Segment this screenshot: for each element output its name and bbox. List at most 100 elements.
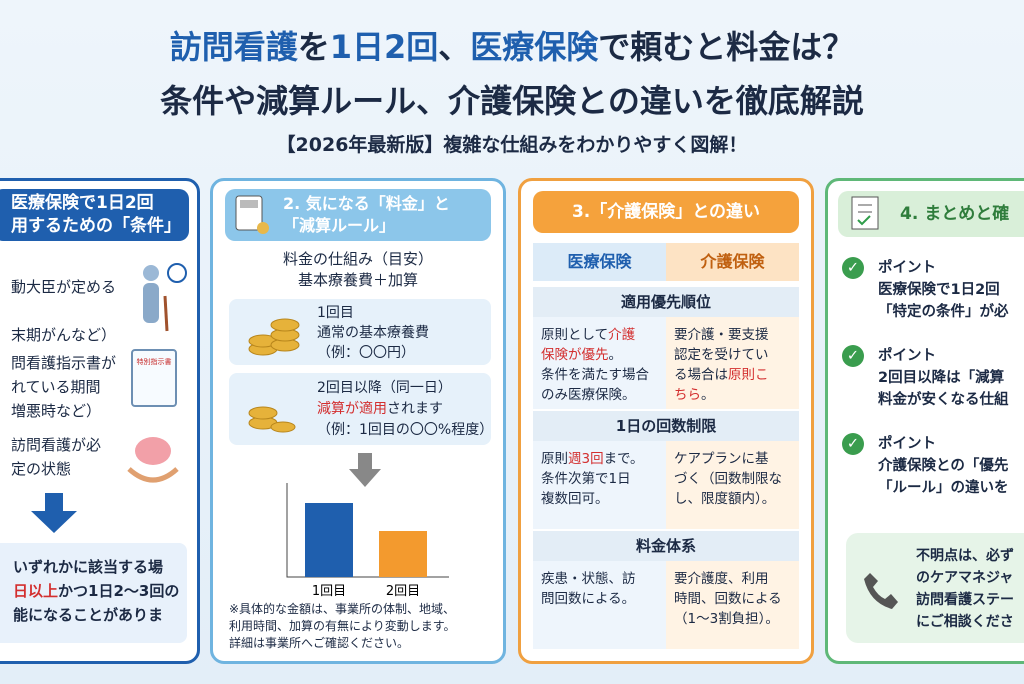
text-line: 能になることがありま <box>13 606 164 624</box>
cell: 原則週3回まで。 条件次第で1日 複数回可。 <box>533 441 666 529</box>
section-title: 料金体系 <box>533 531 799 561</box>
text-line: 医療保険で1日2回 <box>11 193 154 213</box>
text-line: 詳細は事業所へご確認ください。 <box>229 636 410 650</box>
text-line: れている期間 <box>11 378 101 396</box>
text-segment: 原則 <box>541 451 568 467</box>
checklist-icon <box>851 196 879 230</box>
text-line: 複数回可。 <box>541 491 609 507</box>
text-line: 問看護指示書が <box>11 354 117 372</box>
text-line: ケアプランに基 <box>674 451 769 467</box>
panel-heading: 3.「介護保険」との違い <box>533 191 799 233</box>
text-line: 「ルール」の違いを <box>878 480 1009 496</box>
text-line: 「減算ルール」 <box>283 216 396 235</box>
text-line: 認定を受けてい <box>674 347 769 363</box>
comparison-table: 適用優先順位 原則として介護 保険が優先。 条件を満たす場合 のみ医療保険。 要介護・要支… <box>533 285 799 649</box>
text-line: いずれかに該当する場 <box>13 558 164 576</box>
text-segment: かつ1日2〜3回の <box>58 582 180 600</box>
conclusion-box: いずれかに該当する場 日以上かつ1日2〜3回の 能になることがありま <box>0 543 187 643</box>
text-line: づく（回数制限な <box>674 471 782 487</box>
text-line: 問回数による。 <box>541 591 636 607</box>
text-line: （1〜3割負担）。 <box>674 611 779 627</box>
elder-icon <box>143 263 187 332</box>
text-line: にご相談くださ <box>916 614 1014 630</box>
text-segment: 減算が適用 <box>317 401 387 417</box>
text-segment: 、 <box>438 28 471 66</box>
text-segment: 原則こ <box>728 367 769 383</box>
panel-heading: 2. 気になる「料金」と 「減算ルール」 <box>225 189 491 241</box>
text-segment: 保険が優先 <box>541 347 609 363</box>
contact-box: 不明点は、必ず のケアマネジャ 訪問看護ステー にご相談くださ <box>846 533 1024 643</box>
section-row: 原則として介護 保険が優先。 条件を満たす場合 のみ医療保険。 要介護・要支援 認定を受け… <box>533 317 799 409</box>
fee-chart: 1回目 2回目 <box>286 483 449 599</box>
text-line: のケアマネジャ <box>916 570 1014 586</box>
subtitle: 【2026年最新版】複雑な仕組みをわかりやすく図解！ <box>276 134 748 156</box>
section-row: 原則週3回まで。 条件次第で1日 複数回可。 ケアプランに基 づく（回数制限な し、限度額… <box>533 441 799 529</box>
text-line: 時間、回数による <box>674 591 782 607</box>
point-label: ポイント <box>878 348 936 364</box>
bar <box>305 503 353 577</box>
text-line: 2. 気になる「料金」と <box>283 194 450 213</box>
cell: 要介護・要支援 認定を受けてい る場合は原則こちら。 <box>666 317 799 409</box>
section-title: 1日の回数制限 <box>533 411 799 441</box>
text-line: 不明点は、必ず <box>916 548 1014 564</box>
text-line: 定の状態 <box>11 460 72 478</box>
point-list: ✓ ポイント 医療保険で1日2回 「特定の条件」が必 ✓ ポイント 2回目以降は「減算 料金が… <box>842 257 1024 521</box>
text-segment: 原則として <box>541 327 609 343</box>
text-line: 末期がんなど） <box>11 326 117 344</box>
fee-intro: 料金の仕組み（目安） 基本療養費＋加算 <box>213 249 503 291</box>
text-line: 要介護・要支援 <box>674 327 769 343</box>
text-segment: 。 <box>701 387 715 403</box>
cell: ケアプランに基 づく（回数制限な し、限度額内）。 <box>666 441 799 529</box>
text-line: 医療保険で1日2回 <box>878 282 1000 298</box>
text-segment: 日以上 <box>13 582 59 600</box>
text-line: 料金が安くなる仕組 <box>878 392 1009 408</box>
text-line: 2回目以降（同一日） <box>317 380 452 396</box>
text-line: ※具体的な金額は、事業所の体制、地域、 <box>229 602 456 616</box>
phone-icon <box>864 573 898 609</box>
text-line: 「特定の条件」が必 <box>878 304 1009 320</box>
panel-conditions: 医療保険で1日2回 用するための「条件」 動大臣が定める 末期がんなど） 問看護指示… <box>0 178 200 664</box>
text-line: （例：1回目の〇〇%程度） <box>317 422 494 438</box>
text-line: し、限度額内）。 <box>674 491 776 507</box>
text-line: 保険が優先。 <box>541 345 666 365</box>
text-segment: 1日2回 <box>329 28 439 66</box>
panel-comparison: 3.「介護保険」との違い 医療保険 介護保険 適用優先順位 原則として介護 保険が優… <box>518 178 814 664</box>
bar-label: 2回目 <box>386 584 420 599</box>
text-line: 基本療養費＋加算 <box>297 271 418 289</box>
check-icon: ✓ <box>842 433 864 455</box>
down-arrow <box>349 453 381 487</box>
bar <box>379 531 427 577</box>
text-segment: で頼むと料金は？ <box>598 28 855 66</box>
text-line: ちら。 <box>674 385 799 405</box>
text-line: のみ医療保険。 <box>541 387 636 403</box>
title-line1: 訪問看護を1日2回、医療保険で頼むと料金は？ <box>0 22 1024 68</box>
text-segment: ちら <box>674 387 701 403</box>
text-segment: まで。 <box>603 451 644 467</box>
cell: 要介護度、利用 時間、回数による （1〜3割負担）。 <box>666 561 799 649</box>
text-segment: る場合は <box>674 367 728 383</box>
text-line: 1回目 <box>317 305 354 321</box>
text-line: 日以上かつ1日2〜3回の <box>13 579 187 603</box>
column-header: 医療保険 <box>533 243 666 281</box>
text-segment: 。 <box>608 347 623 363</box>
point: ✓ ポイント 介護保険との「優先 「ルール」の違いを <box>842 433 1024 521</box>
panel-heading: 医療保険で1日2回 用するための「条件」 <box>0 189 189 241</box>
text-line: 要介護度、利用 <box>674 571 769 587</box>
text-segment: 訪問看護 <box>169 28 298 66</box>
bar-label: 1回目 <box>312 584 346 599</box>
calculator-icon <box>235 195 269 234</box>
text-line: 訪問看護が必 <box>11 436 102 454</box>
text-segment: 医療保険 <box>470 28 599 66</box>
condition-item: 問看護指示書が れている期間 増悪時など） <box>11 351 116 423</box>
section-title: 適用優先順位 <box>533 287 799 317</box>
text-line: 原則週3回まで。 <box>541 449 666 469</box>
check-icon: ✓ <box>842 257 864 279</box>
point-label: ポイント <box>878 436 936 452</box>
text-line: 減算が適用されます <box>317 399 491 420</box>
fee-box: 1回目 通常の基本療養費 （例：〇〇円） <box>229 299 491 365</box>
text-line: 増悪時など） <box>11 402 102 420</box>
text-line: 動大臣が定める <box>11 278 117 296</box>
text-segment: を <box>297 28 330 66</box>
point: ✓ ポイント 2回目以降は「減算 料金が安くなる仕組 <box>842 345 1024 433</box>
